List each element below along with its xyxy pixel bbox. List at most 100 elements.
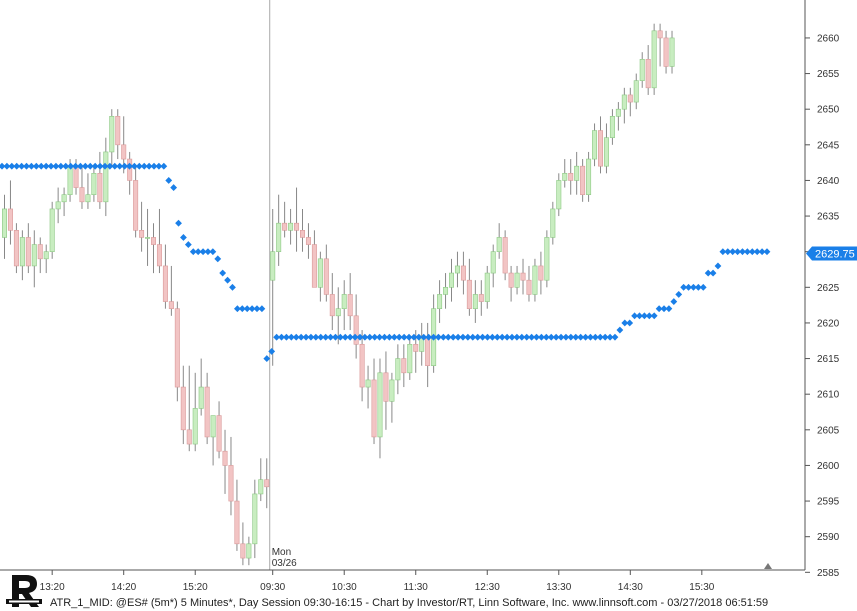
- candle: [383, 351, 389, 430]
- atr-stop-point: [283, 333, 290, 341]
- candle: [431, 294, 437, 373]
- price-tick-label: 2595: [817, 497, 840, 508]
- candle-body: [258, 479, 264, 495]
- atr-stop-point: [557, 333, 565, 341]
- atr-stop-series: [0, 162, 771, 362]
- candle-body: [1, 208, 8, 238]
- candle: [597, 116, 603, 174]
- candle-body: [448, 272, 454, 288]
- candle-body: [7, 208, 13, 231]
- atr-stop-point: [278, 333, 285, 341]
- atr-stop-point: [739, 248, 746, 256]
- atr-stop-point: [591, 333, 599, 341]
- candle-body: [139, 230, 145, 238]
- candle-body: [586, 158, 592, 195]
- candle-body: [520, 272, 526, 281]
- candle: [1, 194, 8, 259]
- atr-stop-point: [655, 305, 663, 313]
- candle: [609, 109, 615, 145]
- atr-stop-point: [390, 333, 398, 341]
- candle-body: [592, 130, 598, 160]
- time-tick-label: 09:30: [260, 582, 285, 593]
- atr-stop-point: [116, 162, 124, 170]
- candle-body: [174, 308, 180, 388]
- candle: [627, 87, 633, 117]
- atr-stop-point: [229, 283, 236, 291]
- atr-stop-point: [425, 333, 433, 341]
- atr-stop-point: [400, 333, 408, 341]
- atr-stop-point: [184, 241, 192, 248]
- candle: [520, 258, 526, 295]
- atr-stop-point: [106, 162, 114, 170]
- price-tick-label: 2655: [817, 69, 840, 80]
- candle: [395, 344, 401, 395]
- candle: [299, 208, 305, 252]
- candle-body: [454, 265, 460, 274]
- last-price-badge-shape: [806, 246, 857, 261]
- candle: [651, 23, 657, 95]
- candle-body: [532, 265, 538, 295]
- price-tick-label: 2605: [817, 425, 840, 436]
- atr-stop-point: [439, 333, 447, 341]
- candle-body: [37, 244, 43, 260]
- candle-body: [502, 237, 508, 274]
- candle-body: [562, 173, 568, 181]
- candle: [43, 244, 49, 274]
- candle: [538, 251, 544, 295]
- candle-body: [252, 493, 258, 545]
- candle-body: [484, 272, 490, 302]
- candle-body: [73, 165, 79, 188]
- atr-stop-point: [484, 333, 491, 341]
- candle-body: [13, 230, 19, 267]
- candle-body: [377, 372, 383, 438]
- candle: [401, 344, 407, 388]
- candle: [425, 322, 431, 388]
- candle: [186, 365, 192, 452]
- candle: [443, 273, 449, 309]
- candle-body: [663, 37, 669, 67]
- candle: [454, 251, 460, 288]
- candle-body: [61, 194, 67, 203]
- candle: [460, 251, 466, 295]
- price-tick-label: 2620: [817, 318, 840, 329]
- candle-body: [43, 251, 49, 260]
- atr-stop-point: [606, 333, 614, 341]
- candle-body: [198, 386, 204, 409]
- atr-stop-point: [341, 333, 349, 341]
- atr-stop-point: [18, 162, 26, 170]
- candle: [79, 166, 85, 209]
- atr-stop-point: [327, 333, 334, 341]
- candle: [574, 151, 580, 195]
- candlestick-series: [1, 23, 675, 566]
- scroll-marker-shape[interactable]: [764, 563, 772, 569]
- candle: [484, 265, 490, 309]
- price-axis[interactable]: 2585259025952600260526102615262026252630…: [804, 0, 840, 579]
- candle: [198, 358, 204, 416]
- atr-stop-point: [214, 255, 222, 263]
- candle: [49, 201, 55, 259]
- atr-stop-point: [699, 283, 707, 291]
- candle-body: [550, 208, 556, 238]
- candle-body: [121, 144, 127, 160]
- candle: [19, 230, 25, 281]
- candle-body: [633, 80, 639, 103]
- candle: [25, 223, 31, 274]
- candle-body: [186, 429, 192, 445]
- candle-body: [365, 379, 371, 388]
- time-axis[interactable]: 13:20 14:20 15:20 09:30 10:30 11:30 12:30 13:30…: [0, 569, 805, 593]
- candle-body: [210, 415, 216, 438]
- scroll-marker-icon[interactable]: [764, 563, 772, 569]
- atr-stop-point: [503, 333, 511, 341]
- candle-body: [180, 386, 186, 431]
- candle-body: [383, 372, 389, 402]
- candle-body: [216, 415, 222, 452]
- candle: [258, 458, 264, 502]
- atr-stop-point: [297, 333, 305, 341]
- price-tick-label: 2625: [817, 283, 840, 294]
- atr-stop-point: [356, 333, 364, 341]
- atr-stop-point: [72, 162, 79, 170]
- candle: [526, 265, 532, 302]
- atr-stop-point: [180, 234, 187, 241]
- atr-stop-point: [170, 184, 178, 191]
